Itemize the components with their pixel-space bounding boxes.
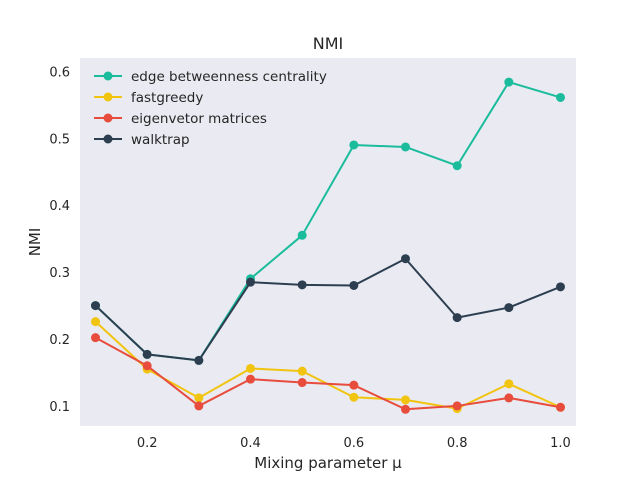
data-point bbox=[401, 395, 410, 405]
data-point bbox=[504, 303, 514, 313]
data-point bbox=[349, 140, 359, 150]
y-tick-label: 0.3 bbox=[49, 266, 70, 281]
series-layer bbox=[91, 77, 565, 414]
data-point bbox=[504, 77, 514, 87]
data-point bbox=[504, 393, 514, 403]
data-point bbox=[452, 161, 462, 171]
data-point bbox=[142, 361, 152, 371]
data-point bbox=[246, 277, 255, 287]
x-tick-label: 1.0 bbox=[550, 436, 571, 451]
legend-item: fastgreedy bbox=[94, 90, 203, 106]
y-axis-label: NMI bbox=[26, 228, 44, 257]
data-point bbox=[91, 317, 100, 327]
legend-label: fastgreedy bbox=[131, 90, 203, 106]
data-point bbox=[504, 379, 514, 389]
data-point bbox=[297, 378, 307, 388]
plot-background bbox=[80, 58, 576, 426]
legend-item: edge betweenness centrality bbox=[94, 69, 327, 85]
legend-label: walktrap bbox=[131, 132, 190, 148]
series-eigenvetor-matrices bbox=[91, 333, 565, 414]
data-point bbox=[194, 393, 204, 403]
series-line bbox=[94, 257, 561, 362]
legend-marker bbox=[103, 113, 113, 123]
data-point bbox=[401, 142, 410, 152]
data-point bbox=[246, 363, 255, 373]
x-axis: 0.2 0.4 0.6 0.8 1.0 bbox=[137, 436, 571, 451]
y-tick-label: 0.1 bbox=[49, 400, 70, 415]
y-axis: 0.1 0.2 0.3 0.4 0.5 0.6 bbox=[49, 65, 70, 415]
data-point bbox=[556, 402, 565, 412]
x-tick-label: 0.8 bbox=[447, 436, 468, 451]
legend-item: eigenvetor matrices bbox=[94, 111, 267, 127]
y-tick-label: 0.2 bbox=[49, 333, 70, 348]
y-tick-label: 0.4 bbox=[49, 199, 70, 214]
y-tick-label: 0.5 bbox=[49, 132, 70, 147]
data-point bbox=[142, 349, 152, 359]
data-point bbox=[297, 280, 307, 290]
data-point bbox=[349, 392, 359, 402]
data-point bbox=[401, 404, 410, 414]
legend-marker bbox=[103, 92, 113, 102]
legend-item: walktrap bbox=[94, 132, 190, 148]
legend-marker bbox=[103, 71, 113, 81]
x-axis-label: Mixing parameter μ bbox=[254, 454, 402, 472]
data-point bbox=[349, 380, 359, 390]
data-point bbox=[194, 401, 204, 411]
data-point bbox=[452, 313, 462, 323]
legend: edge betweenness centrality fastgreedy eig… bbox=[94, 69, 327, 148]
series-line bbox=[95, 336, 561, 411]
legend-marker bbox=[103, 134, 113, 144]
data-point bbox=[194, 355, 204, 365]
data-point bbox=[452, 401, 462, 411]
data-point bbox=[401, 254, 410, 264]
data-point bbox=[246, 374, 255, 384]
data-point bbox=[297, 366, 307, 376]
x-tick-label: 0.6 bbox=[343, 436, 364, 451]
data-point bbox=[91, 301, 100, 311]
x-tick-label: 0.4 bbox=[240, 436, 261, 451]
data-point bbox=[297, 230, 307, 240]
legend-label: edge betweenness centrality bbox=[131, 69, 327, 85]
data-point bbox=[556, 282, 565, 292]
x-tick-label: 0.2 bbox=[137, 436, 158, 451]
data-point bbox=[556, 92, 565, 102]
chart-title: NMI bbox=[313, 34, 344, 53]
series-walktrap bbox=[91, 254, 565, 365]
data-point bbox=[349, 280, 359, 290]
data-point bbox=[91, 333, 100, 343]
legend-label: eigenvetor matrices bbox=[131, 111, 267, 127]
y-tick-label: 0.6 bbox=[49, 65, 70, 80]
